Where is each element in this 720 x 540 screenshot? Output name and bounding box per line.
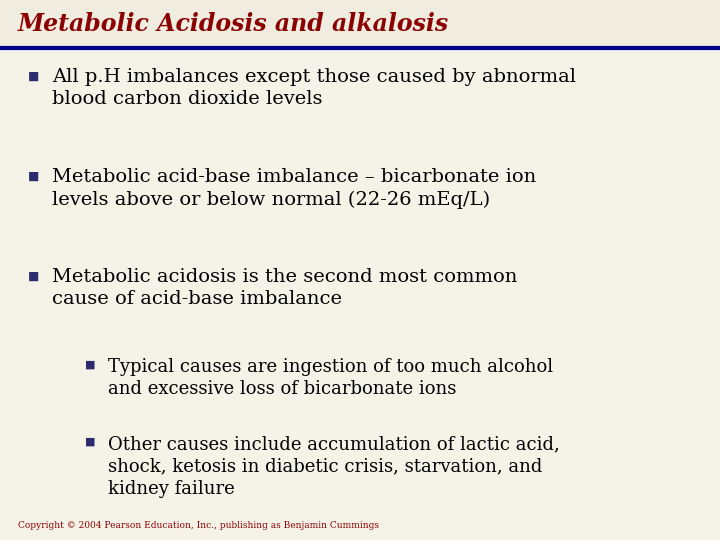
Text: Metabolic Acidosis and alkalosis: Metabolic Acidosis and alkalosis: [18, 12, 449, 36]
Text: Metabolic acidosis is the second most common
cause of acid-base imbalance: Metabolic acidosis is the second most co…: [52, 268, 518, 308]
Text: ■: ■: [28, 70, 40, 83]
Text: Copyright © 2004 Pearson Education, Inc., publishing as Benjamin Cummings: Copyright © 2004 Pearson Education, Inc.…: [18, 521, 379, 530]
Text: ■: ■: [85, 360, 96, 370]
Text: ■: ■: [85, 437, 96, 447]
Text: Other causes include accumulation of lactic acid,
shock, ketosis in diabetic cri: Other causes include accumulation of lac…: [108, 435, 559, 498]
Text: All p.H imbalances except those caused by abnormal
blood carbon dioxide levels: All p.H imbalances except those caused b…: [52, 68, 576, 109]
Text: Metabolic acid-base imbalance – bicarbonate ion
levels above or below normal (22: Metabolic acid-base imbalance – bicarbon…: [52, 168, 536, 209]
Text: Typical causes are ingestion of too much alcohol
and excessive loss of bicarbona: Typical causes are ingestion of too much…: [108, 358, 553, 399]
Bar: [0, 0, 720, 48]
Text: ■: ■: [28, 270, 40, 283]
Text: ■: ■: [28, 170, 40, 183]
